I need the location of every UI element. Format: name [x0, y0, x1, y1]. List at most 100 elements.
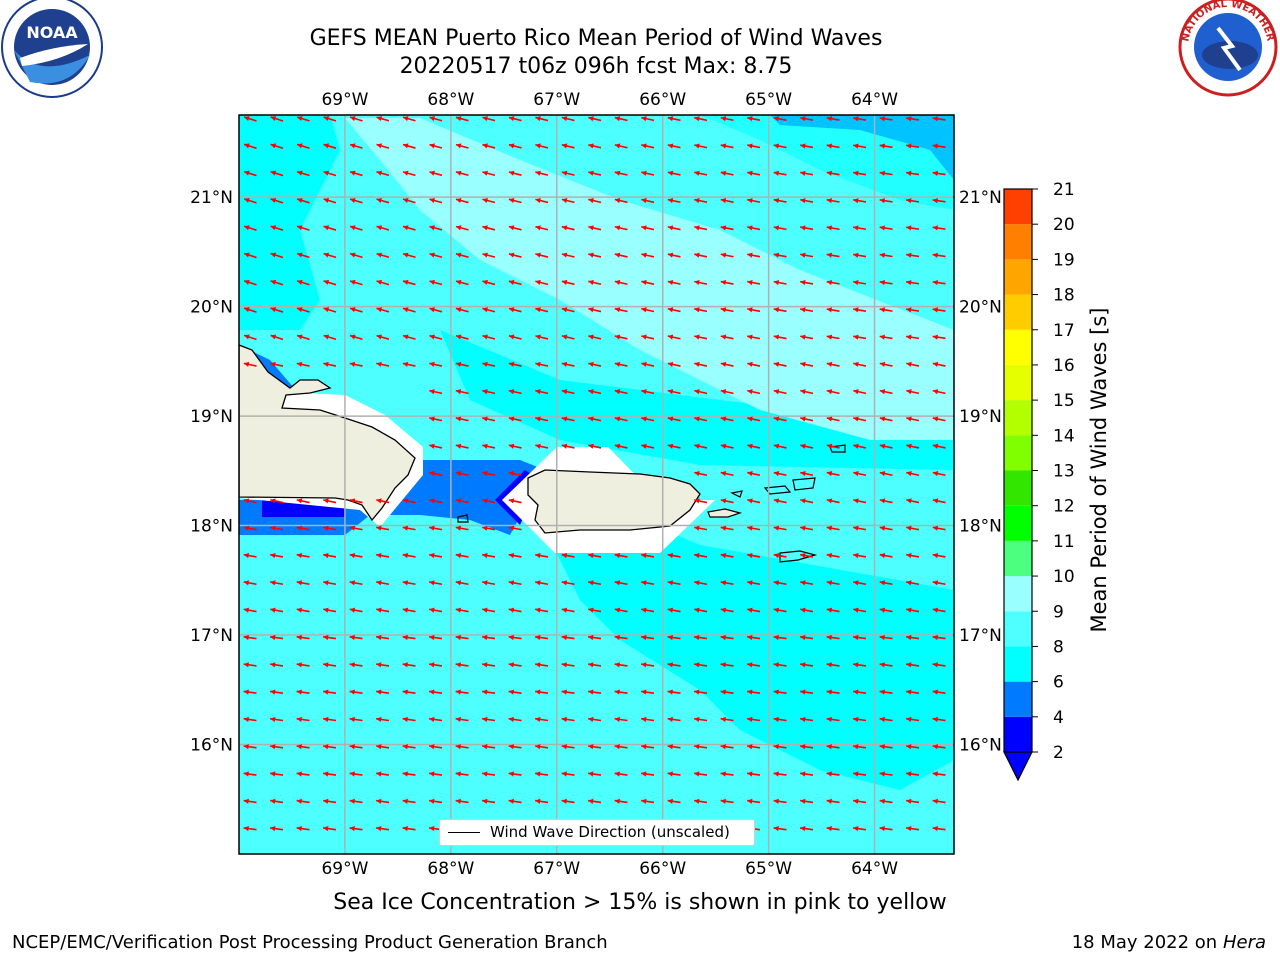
wind-wave-arrow [535, 143, 549, 149]
wind-wave-arrow [270, 771, 284, 777]
wind-wave-arrow [349, 361, 363, 367]
wind-wave-arrow [773, 498, 787, 504]
wind-wave-arrow [429, 389, 443, 395]
wind-wave-arrow [349, 607, 363, 613]
wind-wave-arrow [800, 689, 814, 695]
wind-wave-arrow [349, 334, 363, 340]
wind-wave-arrow [614, 416, 628, 422]
wind-wave-arrow [906, 307, 920, 313]
wind-wave-arrow [720, 225, 734, 231]
wind-wave-arrow [906, 116, 920, 122]
wind-wave-arrow [349, 307, 363, 313]
wind-wave-arrow [879, 361, 893, 367]
wind-wave-arrow [773, 471, 787, 477]
wind-wave-arrow [614, 198, 628, 204]
wind-wave-arrow [879, 634, 893, 641]
wind-wave-arrow [667, 116, 681, 122]
wind-wave-arrow [402, 826, 416, 832]
wind-wave-arrow [694, 170, 708, 176]
wind-wave-arrow [747, 580, 761, 586]
wind-wave-arrow [853, 416, 867, 422]
wind-wave-arrow [270, 334, 284, 341]
lat-label-left: 19°N [190, 407, 233, 427]
wind-wave-arrow [694, 607, 708, 613]
wind-wave-arrow [906, 498, 920, 504]
wind-wave-arrow [482, 116, 496, 122]
wind-wave-arrow [614, 716, 628, 722]
wind-wave-arrow [826, 279, 840, 286]
wind-wave-arrow [296, 662, 310, 668]
wind-wave-arrow [800, 334, 814, 340]
wind-wave-arrow [826, 634, 840, 641]
lon-label-top: 68°W [427, 90, 474, 110]
wind-wave-arrow [853, 252, 867, 258]
wind-wave-arrow [614, 607, 628, 613]
wind-wave-arrow [853, 716, 867, 722]
colorbar-segment [1004, 646, 1032, 682]
wind-wave-arrow [429, 744, 443, 750]
wind-wave-arrow [720, 716, 734, 722]
wind-wave-arrow [296, 798, 310, 804]
wind-wave-arrow [243, 771, 257, 777]
wind-wave-arrow [800, 143, 814, 149]
wind-wave-arrow [906, 580, 920, 586]
wind-wave-arrow [906, 225, 920, 231]
wind-wave-arrow [482, 143, 496, 149]
wind-wave-arrow [270, 634, 284, 641]
wind-wave-arrow [561, 225, 575, 231]
wind-wave-arrow [323, 744, 337, 750]
wind-wave-arrow [455, 252, 469, 258]
wind-wave-arrow [402, 307, 416, 313]
wind-wave-arrow [482, 689, 496, 695]
wind-wave-arrow [773, 116, 787, 122]
lon-label-bottom: 64°W [851, 859, 898, 879]
wind-wave-arrow [455, 634, 469, 641]
wind-wave-arrow [641, 689, 655, 695]
wind-wave-arrow [270, 170, 284, 177]
wind-wave-arrow [800, 580, 814, 586]
wind-wave-arrow [879, 443, 893, 449]
wind-wave-arrow [376, 197, 390, 204]
wind-wave-arrow [720, 662, 734, 668]
colorbar-tick-label: 8 [1053, 637, 1064, 657]
wind-wave-arrow [508, 307, 522, 313]
contour-band-4-6-central [440, 330, 954, 470]
wind-wave-arrow [667, 443, 681, 449]
colorbar-tick-label: 4 [1053, 708, 1064, 728]
wind-wave-arrow [429, 662, 443, 668]
wind-wave-arrow [270, 662, 284, 668]
wind-wave-arrow [588, 443, 602, 449]
colorbar-segment [1004, 400, 1032, 436]
wind-wave-arrow [243, 552, 257, 559]
wind-wave-arrow [296, 116, 310, 122]
wind-wave-arrow [747, 334, 761, 340]
wind-wave-arrow [349, 552, 363, 559]
wind-wave-arrow [694, 716, 708, 722]
lat-label-right: 16°N [959, 736, 1002, 756]
wind-wave-arrow [906, 798, 920, 804]
wind-wave-arrow [270, 552, 284, 559]
wind-wave-arrow [243, 798, 257, 804]
wind-wave-arrow [667, 634, 681, 641]
wind-wave-arrow [588, 361, 602, 367]
wind-wave-arrow [402, 552, 416, 559]
colorbar-label: Mean Period of Wind Waves [s] [1087, 308, 1111, 633]
wind-wave-arrow [243, 307, 257, 313]
wind-wave-arrow [588, 416, 602, 422]
wind-wave-arrow [455, 198, 469, 204]
wind-wave-arrow [296, 525, 310, 531]
wind-wave-arrow [455, 116, 469, 122]
wind-wave-arrow [747, 498, 761, 504]
wind-wave-arrow [800, 552, 814, 559]
wind-wave-arrow [853, 498, 867, 504]
lon-label-bottom: 66°W [639, 859, 686, 879]
wind-wave-arrow [349, 662, 363, 668]
wind-wave-arrow [376, 662, 390, 668]
wind-wave-arrow [853, 689, 867, 695]
wind-wave-arrow [773, 389, 787, 395]
wind-wave-arrow [270, 525, 284, 531]
wind-wave-arrow [720, 443, 734, 449]
wind-wave-arrow [826, 389, 840, 395]
wind-wave-arrow [641, 334, 655, 340]
noaa-logo-text: NOAA [26, 23, 78, 42]
